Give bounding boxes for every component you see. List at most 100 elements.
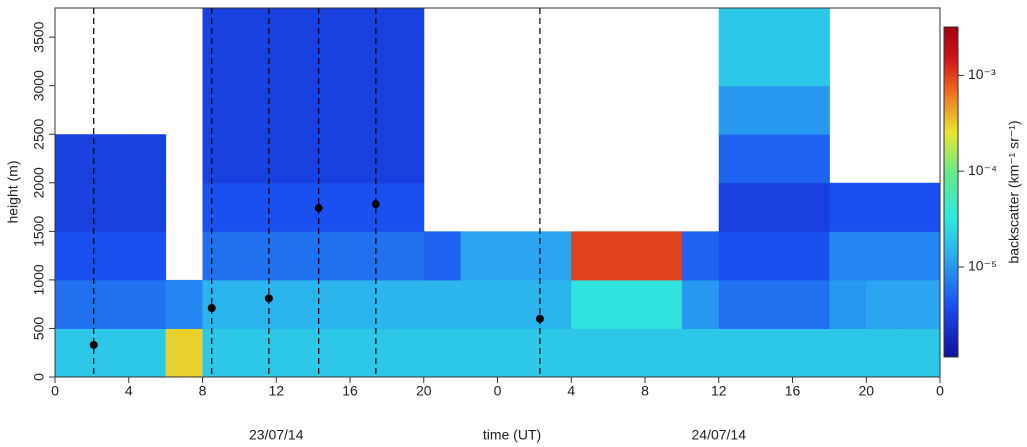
heatmap-cell — [386, 37, 425, 87]
heatmap-cell — [829, 328, 867, 378]
heatmap-cell — [350, 37, 388, 87]
marker-point — [314, 204, 323, 213]
heatmap-cell — [91, 182, 130, 232]
heatmap-cell — [55, 328, 93, 378]
heatmap-cell — [55, 134, 93, 184]
heatmap-cell — [829, 279, 867, 329]
heatmap-cell — [55, 182, 93, 232]
heatmap-cell — [608, 231, 646, 281]
heatmap-cell — [718, 134, 757, 184]
heatmap-cell — [534, 231, 572, 281]
heatmap-cell — [571, 231, 609, 281]
heatmap-cell — [239, 134, 277, 184]
y-tick-label: 0 — [31, 373, 47, 381]
colorbar-tick-label: 10⁻⁵ — [968, 258, 997, 274]
heatmap-cell — [792, 279, 830, 329]
heatmap-cell — [866, 328, 904, 378]
heatmap-cell — [165, 279, 203, 329]
y-tick-label: 2000 — [31, 167, 47, 198]
marker-point — [207, 304, 216, 313]
heatmap-cell — [645, 328, 683, 378]
heatmap-cell — [202, 182, 240, 232]
heatmap-cell — [903, 328, 941, 378]
heatmap-cell — [460, 231, 498, 281]
heatmap-cell — [718, 8, 757, 38]
heatmap-cell — [55, 231, 93, 281]
x-tick-label: 8 — [199, 383, 207, 399]
x-tick-label: 12 — [711, 383, 727, 399]
heatmap-cell — [755, 231, 793, 281]
heatmap-cell — [386, 85, 425, 135]
heatmap-cell — [903, 231, 941, 281]
heatmap-cell — [755, 182, 793, 232]
heatmap-cell — [571, 279, 609, 329]
heatmap-cell — [91, 279, 130, 329]
heatmap-cell — [386, 328, 425, 378]
heatmap-cell — [313, 8, 351, 38]
heatmap-cell — [350, 231, 388, 281]
heatmap-cell — [202, 37, 240, 87]
y-tick-label: 1500 — [31, 216, 47, 247]
heatmap-cell — [645, 231, 683, 281]
heatmap-cell — [386, 231, 425, 281]
heatmap-cell — [755, 37, 793, 87]
heatmap-cell — [866, 182, 904, 232]
x-tick-label: 16 — [785, 383, 801, 399]
heatmap-cell — [386, 8, 425, 38]
heatmap-cell — [55, 279, 93, 329]
y-tick-label: 3500 — [31, 21, 47, 52]
date-label: 23/07/14 — [249, 427, 304, 443]
heatmap-cell — [202, 8, 240, 38]
x-tick-label: 0 — [936, 383, 944, 399]
heatmap-cell — [239, 85, 277, 135]
heatmap-cell — [792, 328, 830, 378]
marker-point — [535, 314, 544, 323]
heatmap-cell — [755, 134, 793, 184]
x-tick-label: 8 — [641, 383, 649, 399]
colorbar-frame — [943, 26, 959, 358]
heatmap-cell — [829, 182, 867, 232]
heatmap-cell — [386, 134, 425, 184]
heatmap-cell — [239, 182, 277, 232]
heatmap-cell — [350, 328, 388, 378]
heatmap-cell — [128, 279, 167, 329]
heatmap-cell — [829, 231, 867, 281]
heatmap-cell — [423, 328, 462, 378]
heatmap-cell — [903, 279, 941, 329]
heatmap-cell — [128, 328, 167, 378]
heatmap-cell — [386, 182, 425, 232]
heatmap-cell — [755, 328, 793, 378]
marker-point — [371, 200, 380, 209]
heatmap-cell — [718, 231, 757, 281]
heatmap-cell — [276, 134, 314, 184]
heatmap-cell — [681, 279, 720, 329]
heatmap-cell — [386, 279, 425, 329]
y-tick-label: 3000 — [31, 70, 47, 101]
heatmap-cell — [497, 328, 535, 378]
heatmap-cell — [91, 231, 130, 281]
heatmap-cell — [202, 134, 240, 184]
heatmap-cell — [128, 182, 167, 232]
heatmap-cell — [313, 134, 351, 184]
heatmap-cell — [313, 37, 351, 87]
heatmap-cell — [239, 279, 277, 329]
heatmap-cell — [460, 328, 498, 378]
heatmap-cell — [423, 231, 462, 281]
heatmap-cell — [350, 134, 388, 184]
heatmap-cell — [276, 37, 314, 87]
x-tick-label: 20 — [858, 383, 874, 399]
heatmap-cell — [755, 279, 793, 329]
x-tick-label: 4 — [567, 383, 575, 399]
heatmap-cell — [276, 279, 314, 329]
heatmap-cell — [276, 182, 314, 232]
colorbar-tick-label: 10⁻⁴ — [968, 162, 997, 178]
heatmap-cell — [755, 85, 793, 135]
x-tick-label: 16 — [342, 383, 358, 399]
marker-point — [89, 340, 98, 349]
heatmap-cell — [423, 279, 462, 329]
heatmap-cell — [91, 328, 130, 378]
heatmap-cell — [313, 279, 351, 329]
heatmap-cell — [313, 85, 351, 135]
heatmap-cell — [202, 231, 240, 281]
x-tick-label: 12 — [268, 383, 284, 399]
